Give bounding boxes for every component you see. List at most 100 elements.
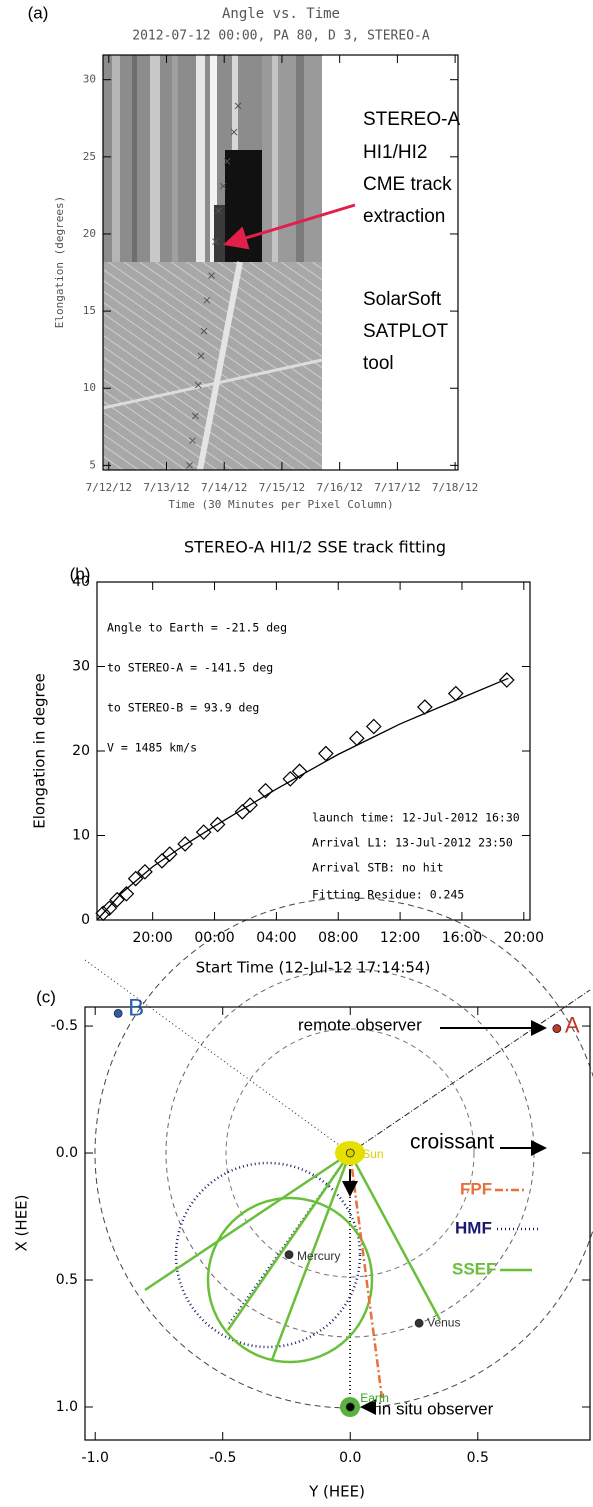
body-label: Mercury: [297, 1249, 340, 1263]
x-tick-label: 7/15/12: [259, 481, 305, 494]
chart-subtitle: 2012-07-12 00:00, PA 80, D 3, STEREO-A: [132, 29, 430, 44]
track-point: [200, 327, 208, 335]
body-label: B: [128, 995, 144, 1022]
track-point: [192, 412, 199, 420]
data-point: [257, 782, 274, 799]
y-tick-label: 10: [83, 381, 96, 394]
track-point: [203, 296, 211, 304]
x-tick-label: -0.5: [209, 1450, 236, 1466]
annotation: SATPLOT: [363, 321, 449, 342]
x-tick-label: 7/17/12: [374, 481, 420, 494]
track-point: [219, 182, 227, 190]
annotation: Angle to Earth = -21.5 deg: [107, 621, 287, 635]
annotation: in situ observer: [378, 1399, 494, 1418]
x-tick-label: 0.0: [339, 1450, 361, 1466]
y-tick-label: -0.5: [51, 1018, 78, 1034]
chart-title: STEREO-A HI1/2 SSE track fitting: [184, 538, 446, 557]
x-tick-label: 00:00: [194, 930, 234, 946]
y-axis-label: X (HEE): [13, 1195, 31, 1252]
track-point: [208, 272, 215, 279]
x-tick-label: 20:00: [132, 930, 172, 946]
fit-line: [96, 677, 509, 921]
data-point: [95, 905, 112, 922]
y-tick-label: 10: [72, 828, 90, 844]
annotation: V = 1485 km/s: [107, 741, 197, 755]
body-label: Earth: [360, 1391, 389, 1405]
annotation: remote observer: [298, 1015, 422, 1034]
body-marker: [414, 1318, 424, 1328]
annotation: HI1/HI2: [363, 142, 427, 163]
track-point: [215, 207, 222, 215]
panel-label: (a): [28, 3, 49, 22]
data-point: [127, 870, 144, 887]
y-axis-label: Elongation (degrees): [53, 196, 66, 328]
x-tick-label: 16:00: [442, 930, 482, 946]
x-axis-label: Y (HEE): [308, 1483, 365, 1501]
track-point: [234, 102, 242, 110]
y-tick-label: 0.0: [56, 1145, 78, 1161]
annotation: to STEREO-B = 93.9 deg: [107, 701, 259, 715]
y-tick-label: 1.0: [56, 1399, 78, 1415]
x-tick-label: 7/13/12: [143, 481, 189, 494]
annotation: Arrival STB: no hit: [312, 861, 444, 875]
y-tick-label: 5: [89, 458, 96, 471]
y-tick-label: 20: [83, 227, 96, 240]
annotation: SolarSoft: [363, 289, 442, 310]
y-tick-label: 20: [72, 743, 90, 759]
x-tick-label: 08:00: [318, 930, 358, 946]
y-tick-label: 30: [72, 659, 90, 675]
body-marker: [284, 1250, 294, 1260]
annotation: CME track: [363, 174, 452, 195]
data-point: [101, 900, 118, 917]
x-tick-label: 20:00: [504, 930, 544, 946]
x-tick-label: 7/12/12: [86, 481, 132, 494]
annotation: croissant: [410, 1131, 494, 1154]
body-marker: [113, 1008, 123, 1018]
annotation: to STEREO-A = -141.5 deg: [107, 661, 273, 675]
track-point: [189, 437, 196, 445]
body-label: Venus: [427, 1315, 460, 1329]
track-point: [186, 462, 193, 469]
body-marker: [345, 1402, 355, 1412]
x-tick-label: 12:00: [380, 930, 420, 946]
data-point: [109, 891, 125, 908]
data-point: [118, 885, 135, 902]
track-point: [223, 158, 231, 165]
x-tick-label: 0.5: [467, 1450, 489, 1466]
y-tick-label: 0.5: [56, 1272, 78, 1288]
annotation: launch time: 12-Jul-2012 16:30: [312, 811, 520, 825]
panel-label: (c): [36, 987, 56, 1006]
track-point: [212, 238, 219, 246]
x-tick-label: 04:00: [256, 930, 296, 946]
x-tick-label: 7/18/12: [432, 481, 478, 494]
orbit-diagram: [84, 897, 593, 1417]
body-marker: [552, 1024, 562, 1033]
y-tick-label: 40: [72, 574, 90, 590]
track-point: [194, 381, 202, 389]
legend-label: SSEF: [452, 1259, 496, 1278]
body-marker: [345, 1148, 355, 1158]
track-point: [197, 352, 205, 360]
legend-label: FPF: [460, 1179, 492, 1198]
track-point: [230, 128, 238, 136]
plot-frame: [102, 54, 459, 471]
data-point: [318, 745, 334, 762]
x-tick-label: -1.0: [82, 1450, 109, 1466]
body-label: A: [565, 1012, 580, 1037]
data-point: [498, 672, 515, 688]
annotation: Arrival L1: 13-Jul-2012 23:50: [312, 836, 513, 850]
x-tick-label: 7/16/12: [316, 481, 362, 494]
panel-label: (b): [70, 564, 91, 583]
annotation: tool: [363, 353, 394, 374]
x-tick-label: 7/14/12: [201, 481, 247, 494]
x-axis-label: Time (30 Minutes per Pixel Column): [168, 498, 393, 511]
x-axis-label: Start Time (12-Jul-12 17:14:54): [196, 959, 431, 977]
data-point: [365, 718, 382, 735]
body-label: Sun: [362, 1147, 383, 1161]
y-tick-label: 30: [83, 73, 96, 86]
hi-image: [102, 55, 356, 471]
y-tick-label: 0: [81, 912, 90, 928]
chart-title: Angle vs. Time: [222, 6, 340, 22]
